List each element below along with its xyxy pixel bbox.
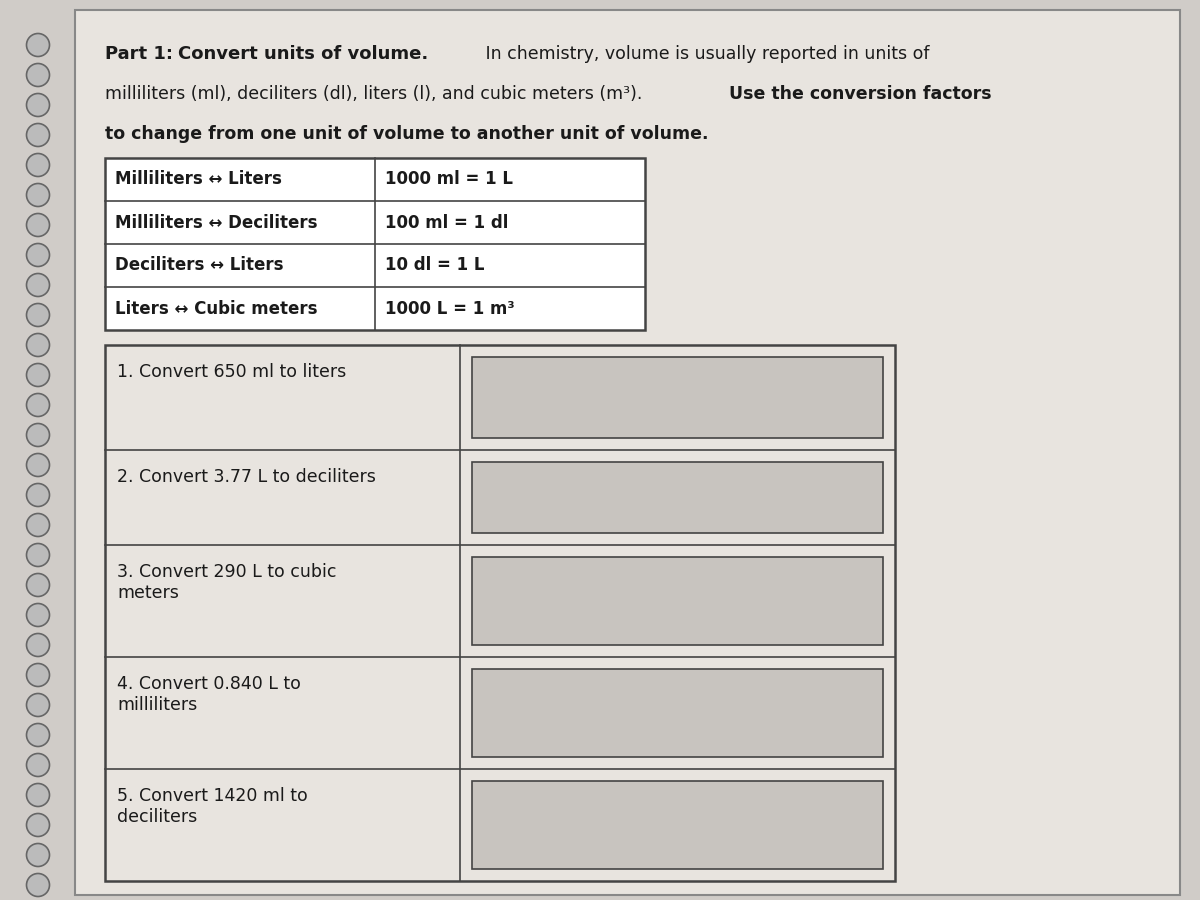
Circle shape xyxy=(26,64,49,86)
Text: milliliters (ml), deciliters (dl), liters (l), and cubic meters (m³).: milliliters (ml), deciliters (dl), liter… xyxy=(106,85,642,103)
Circle shape xyxy=(26,334,49,356)
Text: to change from one unit of volume to another unit of volume.: to change from one unit of volume to ano… xyxy=(106,125,708,143)
Circle shape xyxy=(26,274,49,296)
Circle shape xyxy=(26,544,49,566)
FancyBboxPatch shape xyxy=(472,357,883,438)
Text: 1. Convert 650 ml to liters: 1. Convert 650 ml to liters xyxy=(118,363,347,381)
FancyBboxPatch shape xyxy=(472,557,883,645)
Circle shape xyxy=(26,874,49,896)
Text: 2. Convert 3.77 L to deciliters: 2. Convert 3.77 L to deciliters xyxy=(118,468,376,486)
Text: Deciliters ↔ Liters: Deciliters ↔ Liters xyxy=(115,256,283,274)
Circle shape xyxy=(26,724,49,746)
Text: Liters ↔ Cubic meters: Liters ↔ Cubic meters xyxy=(115,300,318,318)
FancyBboxPatch shape xyxy=(472,781,883,869)
Text: Milliliters ↔ Liters: Milliliters ↔ Liters xyxy=(115,170,282,188)
Circle shape xyxy=(26,244,49,266)
FancyBboxPatch shape xyxy=(106,158,646,330)
Circle shape xyxy=(26,843,49,867)
Text: 4. Convert 0.840 L to
milliliters: 4. Convert 0.840 L to milliliters xyxy=(118,675,301,714)
Circle shape xyxy=(26,213,49,237)
FancyBboxPatch shape xyxy=(472,462,883,533)
Text: 1000 L = 1 m³: 1000 L = 1 m³ xyxy=(385,300,515,318)
FancyBboxPatch shape xyxy=(106,345,895,881)
FancyBboxPatch shape xyxy=(472,669,883,757)
Circle shape xyxy=(26,483,49,507)
Circle shape xyxy=(26,784,49,806)
Text: Part 1:: Part 1: xyxy=(106,45,179,63)
Circle shape xyxy=(26,123,49,147)
Text: 100 ml = 1 dl: 100 ml = 1 dl xyxy=(385,213,509,231)
Circle shape xyxy=(26,694,49,716)
Circle shape xyxy=(26,514,49,536)
Circle shape xyxy=(26,634,49,656)
Text: 10 dl = 1 L: 10 dl = 1 L xyxy=(385,256,485,274)
Circle shape xyxy=(26,154,49,176)
Circle shape xyxy=(26,94,49,116)
Circle shape xyxy=(26,814,49,836)
FancyBboxPatch shape xyxy=(74,10,1180,895)
Text: 3. Convert 290 L to cubic
meters: 3. Convert 290 L to cubic meters xyxy=(118,563,336,602)
Circle shape xyxy=(26,33,49,57)
Circle shape xyxy=(26,604,49,626)
Circle shape xyxy=(26,753,49,777)
Text: 1000 ml = 1 L: 1000 ml = 1 L xyxy=(385,170,514,188)
Text: Use the conversion factors: Use the conversion factors xyxy=(722,85,991,103)
Circle shape xyxy=(26,424,49,446)
Circle shape xyxy=(26,454,49,476)
Circle shape xyxy=(26,393,49,417)
Text: Convert units of volume.: Convert units of volume. xyxy=(178,45,428,63)
Circle shape xyxy=(26,663,49,687)
Circle shape xyxy=(26,184,49,206)
Text: Milliliters ↔ Deciliters: Milliliters ↔ Deciliters xyxy=(115,213,318,231)
Circle shape xyxy=(26,364,49,386)
Circle shape xyxy=(26,573,49,597)
Text: 5. Convert 1420 ml to
deciliters: 5. Convert 1420 ml to deciliters xyxy=(118,787,307,826)
Text: In chemistry, volume is usually reported in units of: In chemistry, volume is usually reported… xyxy=(480,45,930,63)
Circle shape xyxy=(26,303,49,327)
